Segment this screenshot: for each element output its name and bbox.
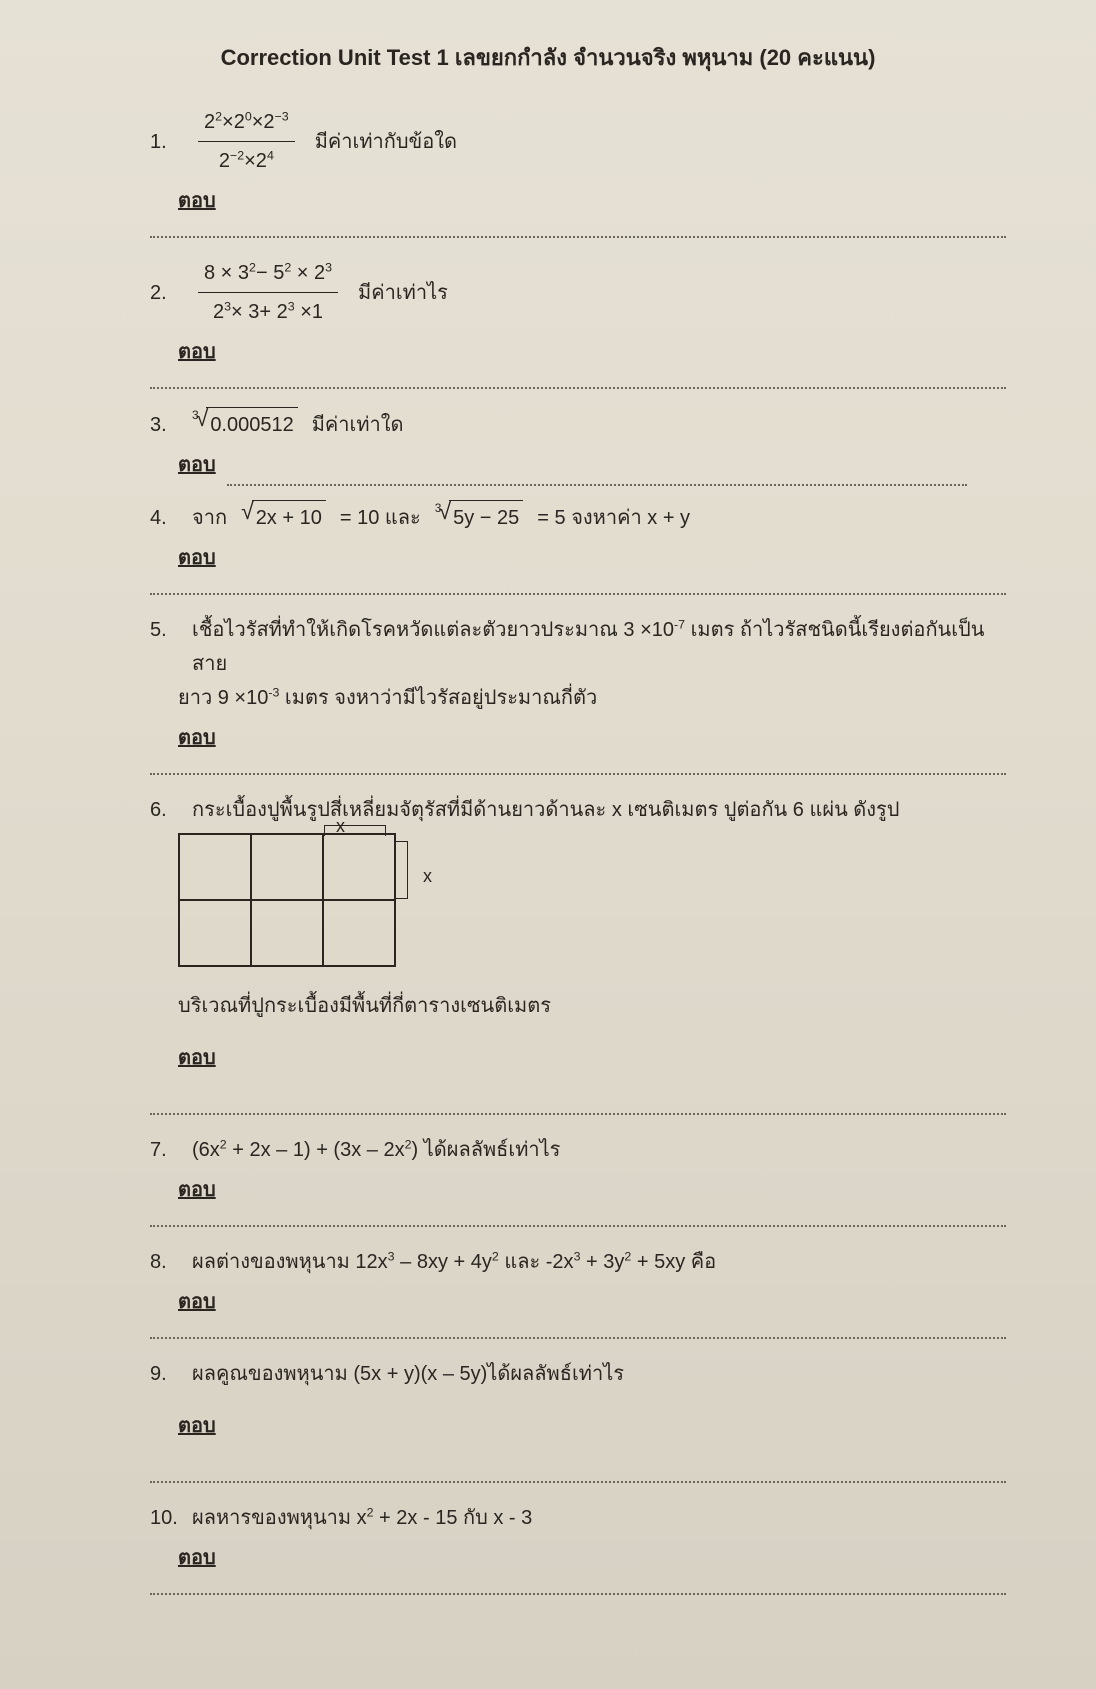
q2-denominator: 23× 3+ 23 ×1 [198,293,338,329]
q7-number: 7. [150,1133,178,1167]
q7-answer-label: ตอบ [178,1173,216,1207]
q9-text: ผลคูณของพหุนาม (5x + y)(x – 5y)ได้ผลลัพธ… [192,1357,624,1391]
brace-top-icon [324,825,386,836]
q3-answer-label: ตอบ [178,448,216,482]
rule [150,1593,1006,1595]
q3-radicand: 0.000512 [206,407,297,442]
q10-number: 10. [150,1501,178,1535]
q2-answer-label: ตอบ [178,335,216,369]
q1-denominator: 2−2×24 [198,142,295,178]
q5-line1: เชื้อไวรัสที่ทำให้เกิดโรคหวัดแต่ละตัวยาว… [192,613,1006,681]
q4-mid2: = 5 จงหาค่า x + y [537,501,690,535]
q6-line1: กระเบื้องปูพื้นรูปสี่เหลี่ยมจัตุรัสที่มี… [192,793,900,827]
q8-answer-label: ตอบ [178,1285,216,1319]
brace-right-icon [395,841,408,899]
rule [150,773,1006,775]
q2-tail: มีค่าเท่าไร [358,276,448,310]
q10-text: ผลหารของพหุนาม x2 + 2x - 15 กับ x - 3 [192,1501,532,1535]
q4-root2: 3 √ 5y − 25 [435,500,523,535]
q2-numerator: 8 × 32− 52 × 23 [198,256,338,293]
page-title: Correction Unit Test 1 เลขยกกำลัง จำนวนจ… [90,40,1006,75]
q4-radicand1: 2x + 10 [252,500,326,535]
q7-text: (6x2 + 2x – 1) + (3x – 2x2) ได้ผลลัพธ์เท… [192,1133,560,1167]
q3-number: 3. [150,408,178,442]
rule [150,1481,1006,1483]
q5-answer-label: ตอบ [178,721,216,755]
q1-answer-label: ตอบ [178,184,216,218]
rule [150,593,1006,595]
q4-number: 4. [150,501,178,535]
question-9: 9. ผลคูณของพหุนาม (5x + y)(x – 5y)ได้ผลล… [150,1357,1006,1447]
question-7: 7. (6x2 + 2x – 1) + (3x – 2x2) ได้ผลลัพธ… [150,1133,1006,1211]
q4-mid1: = 10 และ [340,501,421,535]
q1-tail: มีค่าเท่ากับข้อใด [315,125,457,159]
q4-pre: จาก [192,501,227,535]
q1-numerator: 22×20×2−3 [198,105,295,142]
q8-number: 8. [150,1245,178,1279]
tile-grid [178,833,396,967]
q8-text: ผลต่างของพหุนาม 12x3 – 8xy + 4y2 และ -2x… [192,1245,716,1279]
q4-answer-label: ตอบ [178,541,216,575]
q6-line2: บริเวณที่ปูกระเบื้องมีพื้นที่กี่ตารางเซน… [178,989,1006,1023]
q6-number: 6. [150,793,178,827]
rule [150,1225,1006,1227]
question-5: 5. เชื้อไวรัสที่ทำให้เกิดโรคหวัดแต่ละตัว… [150,613,1006,759]
q2-number: 2. [150,276,178,310]
question-1: 1. 22×20×2−3 2−2×24 มีค่าเท่ากับข้อใด ตอ… [150,105,1006,222]
q6-tile-diagram: x x [178,833,438,967]
q9-answer-label: ตอบ [178,1409,216,1443]
q1-fraction: 22×20×2−3 2−2×24 [198,105,295,178]
q4-root1: √ 2x + 10 [241,500,326,535]
rule [150,387,1006,389]
question-2: 2. 8 × 32− 52 × 23 23× 3+ 23 ×1 มีค่าเท่… [150,256,1006,373]
q6-answer-label: ตอบ [178,1041,216,1075]
q5-line2: ยาว 9 ×10-3 เมตร จงหาว่ามีไวรัสอยู่ประมา… [178,681,1006,715]
worksheet-page: Correction Unit Test 1 เลขยกกำลัง จำนวนจ… [0,0,1096,1689]
q9-number: 9. [150,1357,178,1391]
rule [150,1113,1006,1115]
q4-radicand2: 5y − 25 [449,500,523,535]
q2-fraction: 8 × 32− 52 × 23 23× 3+ 23 ×1 [198,256,338,329]
q1-number: 1. [150,125,178,159]
q10-answer-label: ตอบ [178,1541,216,1575]
question-6: 6. กระเบื้องปูพื้นรูปสี่เหลี่ยมจัตุรัสที… [150,793,1006,1079]
rule [150,1337,1006,1339]
q3-tail: มีค่าเท่าใด [312,408,404,442]
q5-number: 5. [150,613,178,647]
q3-root: 3 √ 0.000512 [192,407,298,442]
question-8: 8. ผลต่างของพหุนาม 12x3 – 8xy + 4y2 และ … [150,1245,1006,1323]
question-4: 4. จาก √ 2x + 10 = 10 และ 3 √ 5y − 25 = … [150,500,1006,579]
rule [150,236,1006,238]
q6-x-label-right: x [423,861,432,892]
question-10: 10. ผลหารของพหุนาม x2 + 2x - 15 กับ x - … [150,1501,1006,1579]
question-3: 3. 3 √ 0.000512 มีค่าเท่าใด ตอบ [150,407,1006,486]
